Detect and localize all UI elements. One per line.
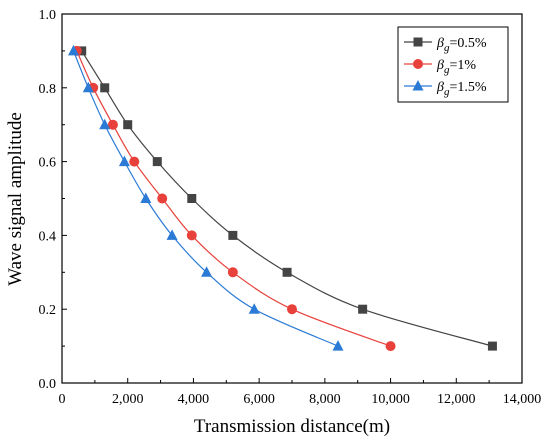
x-tick-label: 0 bbox=[59, 392, 66, 407]
y-axis: 0.0 0.2 0.4 0.6 0.8 1.0 bbox=[39, 8, 67, 392]
data-point bbox=[201, 266, 213, 277]
data-point bbox=[68, 44, 79, 56]
data-point bbox=[332, 340, 344, 351]
x-tick-label: 14,000 bbox=[503, 392, 542, 407]
y-tick-label: 0.2 bbox=[39, 303, 57, 318]
data-point bbox=[152, 157, 162, 167]
data-point bbox=[186, 230, 197, 241]
legend-marker bbox=[412, 80, 424, 91]
data-point bbox=[487, 341, 497, 351]
data-point bbox=[358, 304, 368, 314]
legend: βg=0.5% βg=1% βg=1.5% bbox=[397, 26, 509, 103]
data-point bbox=[385, 341, 396, 352]
data-point bbox=[227, 267, 238, 278]
x-tick-label: 12,000 bbox=[437, 392, 476, 407]
data-point bbox=[157, 193, 168, 204]
y-tick-label: 0.0 bbox=[39, 377, 57, 392]
data-point bbox=[107, 119, 118, 130]
data-point bbox=[100, 83, 110, 93]
x-axis-title: Transmission distance(m) bbox=[194, 416, 390, 437]
x-tick-label: 6,000 bbox=[243, 392, 275, 407]
x-tick-label: 4,000 bbox=[178, 392, 210, 407]
y-axis-title: Wave signal amplitude bbox=[5, 112, 26, 286]
data-point bbox=[282, 267, 292, 277]
data-point bbox=[248, 303, 260, 314]
series-layer bbox=[68, 44, 497, 352]
data-point bbox=[187, 194, 197, 203]
legend-marker bbox=[413, 59, 423, 69]
data-point bbox=[118, 155, 130, 167]
legend-label: βg=1% bbox=[436, 58, 476, 76]
data-point bbox=[82, 81, 94, 93]
series-line bbox=[72, 50, 339, 347]
x-tick-label: 2,000 bbox=[112, 392, 144, 407]
data-point bbox=[166, 229, 178, 240]
series-2 bbox=[71, 45, 396, 352]
legend-item: βg=1.5% bbox=[404, 80, 487, 98]
y-tick-label: 0.8 bbox=[39, 82, 57, 97]
data-point bbox=[228, 230, 238, 240]
legend-item: βg=0.5% bbox=[404, 36, 487, 54]
x-axis: 0 2,000 4,000 6,000 8,000 10,000 12,000 14,000 bbox=[59, 378, 542, 407]
legend-label: βg=1.5% bbox=[436, 80, 487, 98]
legend-marker bbox=[413, 37, 423, 47]
x-tick-label: 10,000 bbox=[371, 392, 410, 407]
data-point bbox=[140, 192, 152, 203]
y-tick-label: 1.0 bbox=[39, 8, 57, 23]
y-tick-label: 0.4 bbox=[39, 229, 57, 244]
data-point bbox=[99, 118, 111, 130]
y-tick-label: 0.6 bbox=[39, 156, 57, 171]
data-point bbox=[123, 120, 133, 130]
legend-item: βg=1% bbox=[404, 58, 476, 76]
series-3 bbox=[68, 44, 344, 351]
legend-label: βg=0.5% bbox=[436, 36, 487, 54]
data-point bbox=[287, 304, 297, 315]
data-point bbox=[129, 156, 140, 167]
x-tick-label: 8,000 bbox=[309, 392, 341, 407]
